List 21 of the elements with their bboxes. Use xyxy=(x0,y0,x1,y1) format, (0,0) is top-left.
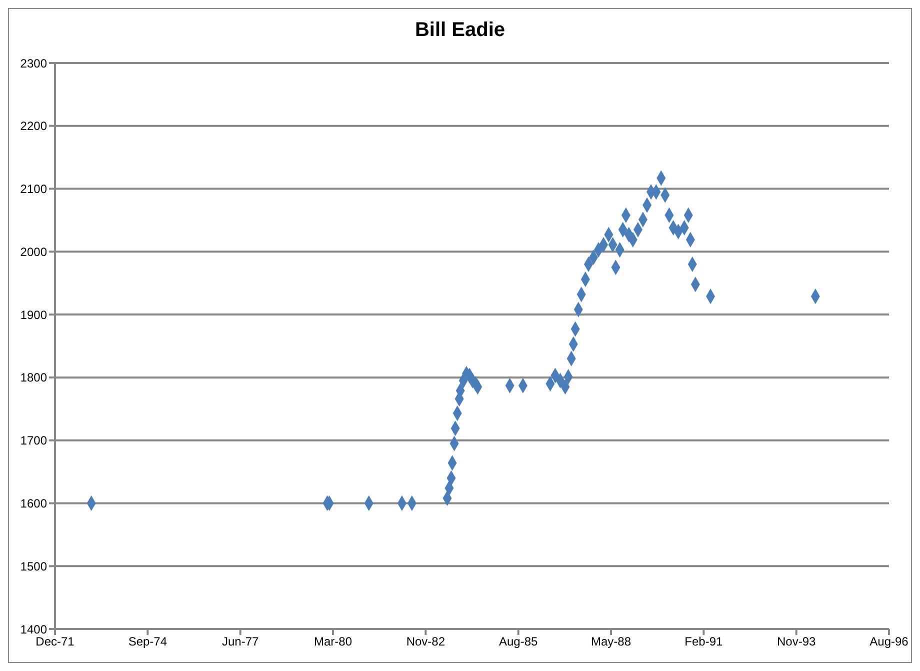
y-tick-label: 1500 xyxy=(20,559,48,574)
x-tick-label: Mar-80 xyxy=(314,634,352,649)
y-tick-label: 1600 xyxy=(20,496,48,510)
y-tick-label: 2000 xyxy=(20,244,48,259)
y-tick-label: 1400 xyxy=(20,622,48,636)
chart-title: Bill Eadie xyxy=(414,19,506,42)
y-tick-label: 1800 xyxy=(20,370,48,385)
x-tick-label: Aug-85 xyxy=(498,634,538,649)
x-tick-label: Feb-91 xyxy=(684,634,723,649)
y-tick-label: 2300 xyxy=(20,56,48,70)
x-tick-label: Nov-93 xyxy=(776,634,816,649)
x-tick-label: May-88 xyxy=(590,634,632,649)
x-tick-label: Sep-74 xyxy=(128,634,168,649)
x-tick-label: Jun-77 xyxy=(222,634,259,649)
y-tick-label: 2200 xyxy=(20,119,48,134)
y-tick-label: 2100 xyxy=(20,182,48,196)
x-tick-label: Dec-71 xyxy=(36,634,75,649)
x-tick-label: Nov-82 xyxy=(406,634,446,649)
y-tick-label: 1700 xyxy=(20,434,48,448)
y-tick-label: 1900 xyxy=(20,308,48,322)
x-tick-label: Aug-96 xyxy=(870,634,909,649)
